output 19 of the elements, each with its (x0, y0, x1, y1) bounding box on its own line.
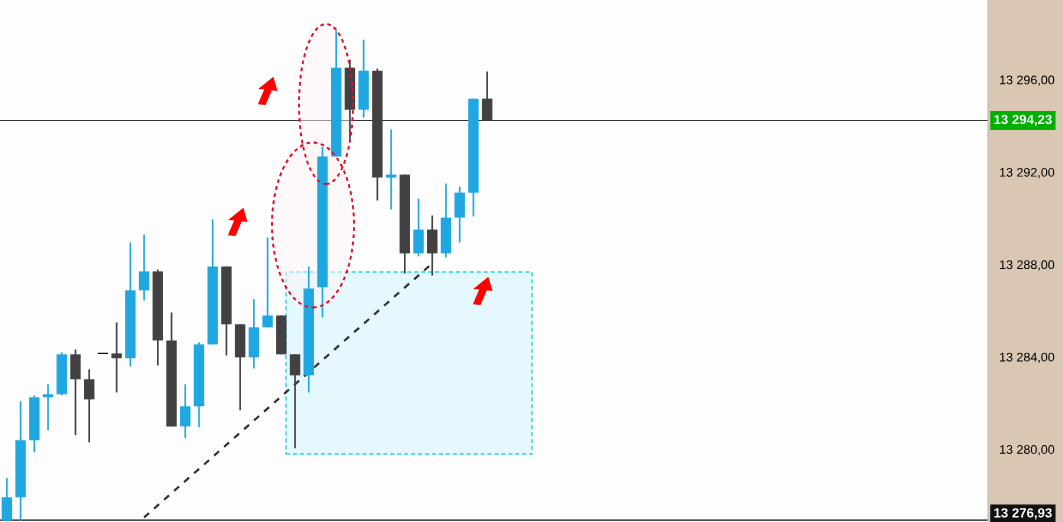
candlestick (289, 353, 301, 450)
y-tick-label: 13 284,00 (1000, 352, 1055, 363)
candlestick (1, 477, 13, 522)
candlestick (481, 70, 493, 122)
candlestick (42, 383, 54, 432)
candlestick (138, 233, 150, 302)
ref-line-label: 13 276,93 (994, 508, 1052, 520)
y-tick-label: 13 296,00 (1000, 75, 1055, 86)
y-tick-label: 13 292,00 (1000, 167, 1055, 179)
candlestick (413, 197, 424, 258)
candlestick (180, 383, 191, 439)
candlestick (385, 128, 397, 211)
y-tick-label: 13 280,00 (1000, 445, 1055, 456)
ref-line-label: 13 294,23 (994, 114, 1052, 127)
candlestick (427, 214, 438, 277)
candlestick (83, 368, 95, 444)
y-tick-label: 13 288,00 (1000, 260, 1055, 271)
candlestick (262, 236, 273, 329)
candlestick (111, 321, 122, 394)
